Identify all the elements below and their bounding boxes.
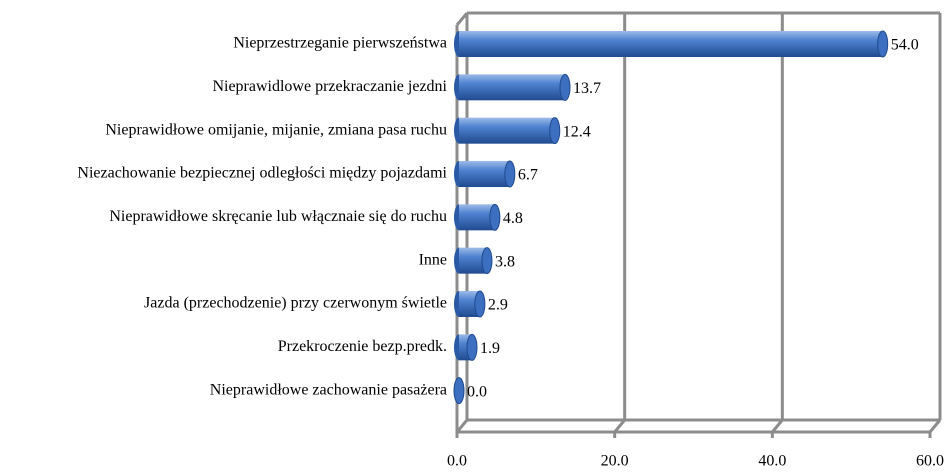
y-tick-label: Niezachowanie bezpiecznej odległości mię… bbox=[77, 165, 447, 182]
left-wall-top bbox=[455, 12, 469, 26]
bar-cap bbox=[474, 290, 486, 318]
y-tick-label: Jazda (przechodzenie) przy czerwonym świ… bbox=[144, 295, 447, 312]
value-label: 13.7 bbox=[573, 80, 601, 97]
bar-cap bbox=[877, 30, 889, 58]
bar bbox=[459, 161, 510, 187]
bar bbox=[459, 117, 555, 144]
bar-cap bbox=[453, 377, 465, 405]
bar bbox=[459, 204, 495, 231]
value-label: 12.4 bbox=[563, 123, 591, 140]
y-tick-label: Inne bbox=[419, 251, 447, 268]
y-tick-label: Nieprawidlowe przekraczanie jezdni bbox=[212, 78, 447, 95]
x-tick-label: 0.0 bbox=[447, 453, 467, 470]
value-label: 54.0 bbox=[891, 37, 919, 54]
value-label: 2.9 bbox=[488, 297, 508, 314]
bar-cap bbox=[559, 73, 571, 101]
bar-cap bbox=[489, 203, 501, 231]
y-tick-label: Nieprawidłowe skręcanie lub włącznaie si… bbox=[109, 208, 447, 225]
bar-cap bbox=[481, 247, 493, 275]
bar bbox=[459, 74, 566, 101]
floor-tick bbox=[613, 419, 626, 433]
y-tick-label: Przekroczenie bezp.predk. bbox=[278, 338, 447, 355]
bar-cap bbox=[549, 117, 561, 145]
y-tick-label: Nieprawidłowe zachowanie pasażera bbox=[210, 381, 447, 398]
floor-tick bbox=[771, 419, 784, 433]
y-tick-label: Nieprzestrzeganie pierwszeństwa bbox=[233, 35, 447, 52]
value-label: 0.0 bbox=[467, 383, 487, 400]
floor-tick bbox=[455, 419, 469, 433]
value-label: 1.9 bbox=[480, 340, 500, 357]
bar-cap bbox=[466, 333, 478, 361]
value-label: 4.8 bbox=[503, 210, 523, 227]
x-tick-label: 20.0 bbox=[601, 453, 629, 470]
y-tick-label: Nieprawidłowe omijanie, mijanie, zmiana … bbox=[105, 121, 447, 138]
x-tick-label: 60.0 bbox=[916, 453, 944, 470]
value-label: 6.7 bbox=[518, 167, 538, 184]
x-tick-label: 40.0 bbox=[758, 453, 786, 470]
value-label: 3.8 bbox=[495, 253, 515, 270]
bar-cap bbox=[504, 160, 516, 188]
floor-tick bbox=[928, 419, 942, 433]
bar bbox=[459, 31, 883, 57]
bar bbox=[459, 291, 480, 317]
